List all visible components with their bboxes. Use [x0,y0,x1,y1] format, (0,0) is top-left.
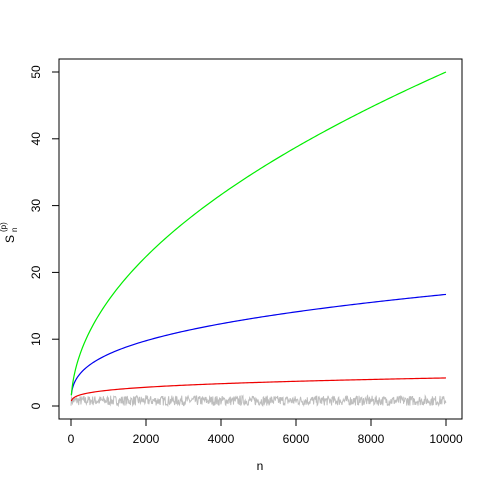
series-layer [70,71,447,408]
svg-text:S: S [3,235,17,243]
y-axis: 0 10 20 30 40 50 [29,65,60,409]
y-tick-label: 30 [29,199,43,213]
y-tick-label: 50 [29,65,43,79]
x-tick-label: 0 [68,432,75,446]
series-line-red [70,377,447,402]
y-axis-title-superscript: (p) [0,222,8,232]
y-axis-title: S n (p) [0,222,19,243]
plot-frame [58,58,463,420]
y-tick-label: 0 [29,402,43,409]
y-axis-title-main: S [3,235,17,243]
x-tick-label: 10000 [429,432,463,446]
y-tick-label: 20 [29,265,43,279]
x-tick-label: 6000 [283,432,310,446]
x-tick-label: 4000 [208,432,235,446]
x-tick-label: 2000 [133,432,160,446]
y-tick-label: 10 [29,332,43,346]
x-axis-title: n [257,459,264,473]
series-line-blue [70,293,447,395]
series-line-noise [70,394,447,408]
x-tick-label: 8000 [358,432,385,446]
y-axis-title-subscript: n [10,228,19,232]
y-tick-label: 40 [29,132,43,146]
series-line-green [70,71,447,396]
x-axis: 0 2000 4000 6000 8000 10000 [68,418,463,446]
